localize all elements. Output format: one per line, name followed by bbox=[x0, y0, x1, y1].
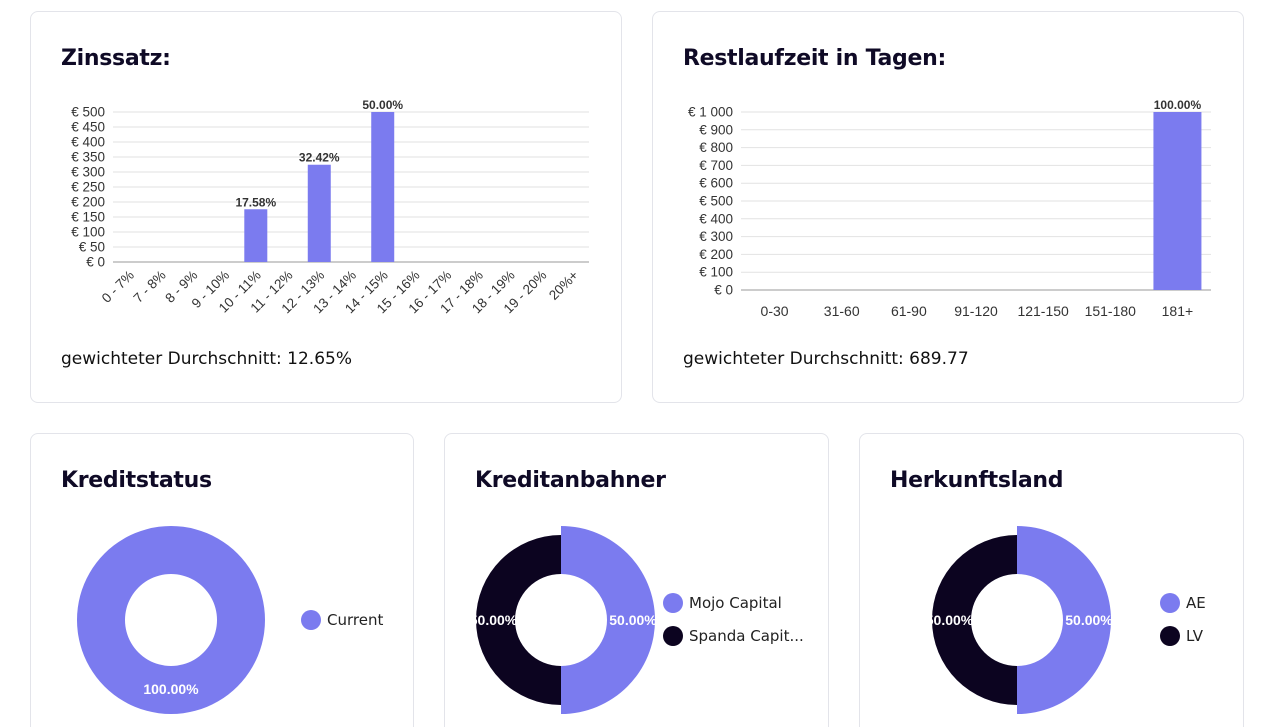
legend-item[interactable]: LV bbox=[1160, 626, 1206, 646]
data-label: 17.58% bbox=[235, 195, 276, 209]
remaining-term-average: gewichteter Durchschnitt: 689.77 bbox=[683, 349, 969, 369]
originator-title: Kreditanbahner bbox=[475, 468, 666, 493]
country-title: Herkunftsland bbox=[890, 468, 1064, 493]
bar bbox=[371, 112, 395, 262]
y-tick-label: € 700 bbox=[699, 158, 733, 173]
interest-rate-card: Zinssatz: € 0 € 50 € 100 € 150 € 200 € 250 € 3… bbox=[30, 11, 622, 403]
data-label: 32.42% bbox=[299, 151, 340, 165]
legend-label: Spanda Capit... bbox=[689, 627, 804, 645]
y-tick-label: € 300 bbox=[71, 165, 105, 180]
y-tick-label: € 500 bbox=[71, 105, 105, 120]
donut-slice bbox=[932, 535, 1017, 705]
country-donut: 50.00% 50.00% bbox=[926, 526, 1113, 714]
legend-swatch bbox=[663, 593, 683, 613]
x-tick-label: 0 - 7% bbox=[99, 268, 137, 306]
x-tick-label: 31-60 bbox=[824, 303, 860, 319]
legend-label: LV bbox=[1186, 627, 1203, 645]
legend-swatch bbox=[1160, 626, 1180, 646]
interest-rate-chart: € 0€ 50€ 100€ 150€ 200€ 250€ 300€ 350€ 4… bbox=[71, 98, 589, 316]
y-tick-label: € 400 bbox=[699, 211, 733, 226]
y-tick-label: € 350 bbox=[71, 150, 105, 165]
legend-label: Mojo Capital bbox=[689, 594, 782, 612]
y-tick-label: € 200 bbox=[71, 195, 105, 210]
y-tick-label: € 0 bbox=[86, 255, 105, 270]
y-tick-label: € 0 bbox=[714, 283, 733, 298]
legend-item[interactable]: Mojo Capital bbox=[663, 593, 804, 613]
legend-swatch bbox=[301, 610, 321, 630]
slice-label: 50.00% bbox=[926, 612, 974, 628]
legend-item[interactable]: AE bbox=[1160, 593, 1206, 613]
y-tick-label: € 100 bbox=[71, 225, 105, 240]
data-label: 100.00% bbox=[1154, 98, 1202, 112]
y-tick-label: € 600 bbox=[699, 176, 733, 191]
loan-status-legend: Current bbox=[301, 610, 383, 643]
remaining-term-card: Restlaufzeit in Tagen: € 0 € 100 € 200 € 30… bbox=[652, 11, 1244, 403]
country-legend: AE LV bbox=[1160, 593, 1206, 659]
x-tick-label: 0-30 bbox=[761, 303, 789, 319]
legend-swatch bbox=[1160, 593, 1180, 613]
y-tick-label: € 100 bbox=[699, 265, 733, 280]
country-card: Herkunftsland 50.00% 50.00% AE LV bbox=[859, 433, 1244, 727]
y-tick-label: € 500 bbox=[699, 194, 733, 209]
originator-card: Kreditanbahner 50.00% 50.00% Mojo Capital… bbox=[444, 433, 829, 727]
slice-label: 100.00% bbox=[143, 681, 199, 697]
y-tick-label: € 450 bbox=[71, 120, 105, 135]
x-tick-label: 181+ bbox=[1162, 303, 1194, 319]
y-tick-label: € 800 bbox=[699, 140, 733, 155]
x-tick-label: 121-150 bbox=[1017, 303, 1069, 319]
bar bbox=[1153, 112, 1202, 290]
bar bbox=[307, 164, 331, 262]
legend-item[interactable]: Current bbox=[301, 610, 383, 630]
legend-label: Current bbox=[327, 611, 384, 629]
legend-item[interactable]: Spanda Capit... bbox=[663, 626, 804, 646]
donut-slice bbox=[476, 535, 561, 705]
bar bbox=[244, 209, 268, 262]
legend-swatch bbox=[663, 626, 683, 646]
y-tick-label: € 150 bbox=[71, 210, 105, 225]
legend-label: AE bbox=[1186, 594, 1206, 612]
y-tick-label: € 400 bbox=[71, 135, 105, 150]
loan-status-card: Kreditstatus 100.00% Current bbox=[30, 433, 414, 727]
interest-rate-average: gewichteter Durchschnitt: 12.65% bbox=[61, 349, 353, 369]
loan-status-donut: 100.00% bbox=[76, 526, 265, 714]
donut-slice bbox=[561, 526, 655, 714]
originator-donut: 50.00% 50.00% bbox=[470, 526, 657, 714]
remaining-term-title: Restlaufzeit in Tagen: bbox=[683, 46, 946, 71]
y-tick-label: € 200 bbox=[699, 247, 733, 262]
slice-label: 50.00% bbox=[470, 612, 518, 628]
interest-rate-title: Zinssatz: bbox=[61, 46, 171, 71]
x-tick-label: 61-90 bbox=[891, 303, 927, 319]
y-tick-label: € 250 bbox=[71, 180, 105, 195]
donut-slice bbox=[76, 526, 265, 714]
remaining-term-chart: € 0 € 100 € 200 € 300 € 400 € 500 € 600 € 700 € … bbox=[688, 98, 1211, 319]
y-tick-label: € 1 000 bbox=[688, 105, 733, 120]
originator-legend: Mojo Capital Spanda Capit... bbox=[663, 593, 804, 659]
slice-label: 50.00% bbox=[1065, 612, 1113, 628]
y-tick-label: € 900 bbox=[699, 122, 733, 137]
x-tick-label: 91-120 bbox=[954, 303, 998, 319]
data-label: 50.00% bbox=[362, 98, 403, 112]
x-tick-label: 7 - 8% bbox=[131, 268, 169, 306]
x-tick-label: 151-180 bbox=[1085, 303, 1137, 319]
x-tick-label: 20%+ bbox=[546, 267, 581, 302]
donut-slice bbox=[1017, 526, 1111, 714]
loan-status-title: Kreditstatus bbox=[61, 468, 212, 493]
y-tick-label: € 50 bbox=[79, 240, 105, 255]
slice-label: 50.00% bbox=[609, 612, 657, 628]
y-tick-label: € 300 bbox=[699, 229, 733, 244]
